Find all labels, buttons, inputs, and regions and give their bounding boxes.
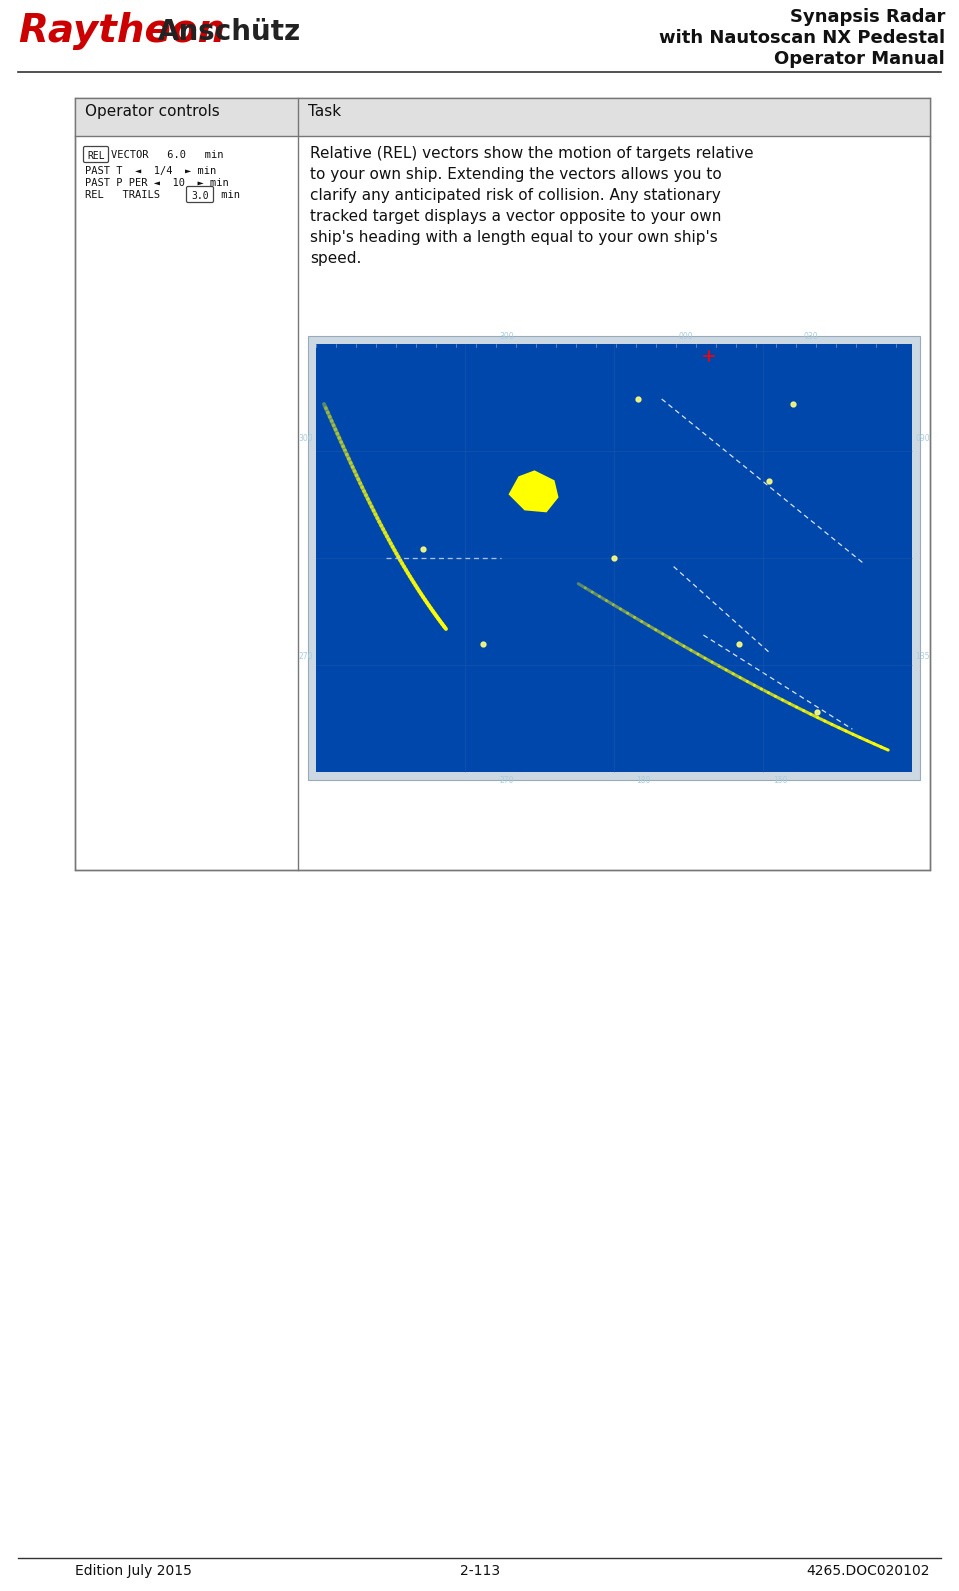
- Text: 270: 270: [298, 652, 313, 660]
- FancyBboxPatch shape: [75, 99, 930, 870]
- Text: Edition July 2015: Edition July 2015: [75, 1564, 192, 1578]
- Text: REL   TRAILS: REL TRAILS: [85, 189, 173, 200]
- Text: Anschütz: Anschütz: [158, 18, 301, 46]
- Text: PAST T  ◄  1/4  ► min: PAST T ◄ 1/4 ► min: [85, 165, 216, 177]
- Text: 150: 150: [774, 776, 788, 784]
- Text: Relative (REL) vectors show the motion of targets relative
to your own ship. Ext: Relative (REL) vectors show the motion o…: [310, 146, 754, 266]
- Text: Synapsis Radar: Synapsis Radar: [789, 8, 945, 25]
- Text: 3.0: 3.0: [191, 191, 209, 200]
- Text: 180: 180: [637, 776, 651, 784]
- Text: Operator controls: Operator controls: [85, 103, 220, 119]
- FancyBboxPatch shape: [75, 99, 930, 135]
- Text: 300: 300: [500, 333, 514, 340]
- Text: 090: 090: [915, 434, 929, 442]
- Text: VECTOR   6.0   min: VECTOR 6.0 min: [111, 150, 223, 161]
- Text: REL: REL: [87, 151, 105, 161]
- Text: with Nautoscan NX Pedestal: with Nautoscan NX Pedestal: [659, 29, 945, 48]
- Text: Raytheon: Raytheon: [18, 13, 225, 49]
- Text: PAST P PER ◄  10  ► min: PAST P PER ◄ 10 ► min: [85, 178, 229, 188]
- Text: Operator Manual: Operator Manual: [774, 49, 945, 68]
- Text: Task: Task: [308, 103, 341, 119]
- Text: 300: 300: [298, 434, 313, 442]
- Text: 2-113: 2-113: [460, 1564, 500, 1578]
- Text: 030: 030: [804, 333, 818, 340]
- Text: 4265.DOC020102: 4265.DOC020102: [807, 1564, 930, 1578]
- FancyBboxPatch shape: [83, 146, 108, 162]
- FancyBboxPatch shape: [316, 344, 912, 772]
- FancyBboxPatch shape: [186, 186, 214, 202]
- FancyBboxPatch shape: [308, 336, 920, 780]
- Text: 270: 270: [500, 776, 514, 784]
- Text: 135: 135: [915, 652, 929, 660]
- Text: 000: 000: [678, 333, 692, 340]
- Text: min: min: [215, 189, 240, 200]
- Polygon shape: [508, 471, 558, 512]
